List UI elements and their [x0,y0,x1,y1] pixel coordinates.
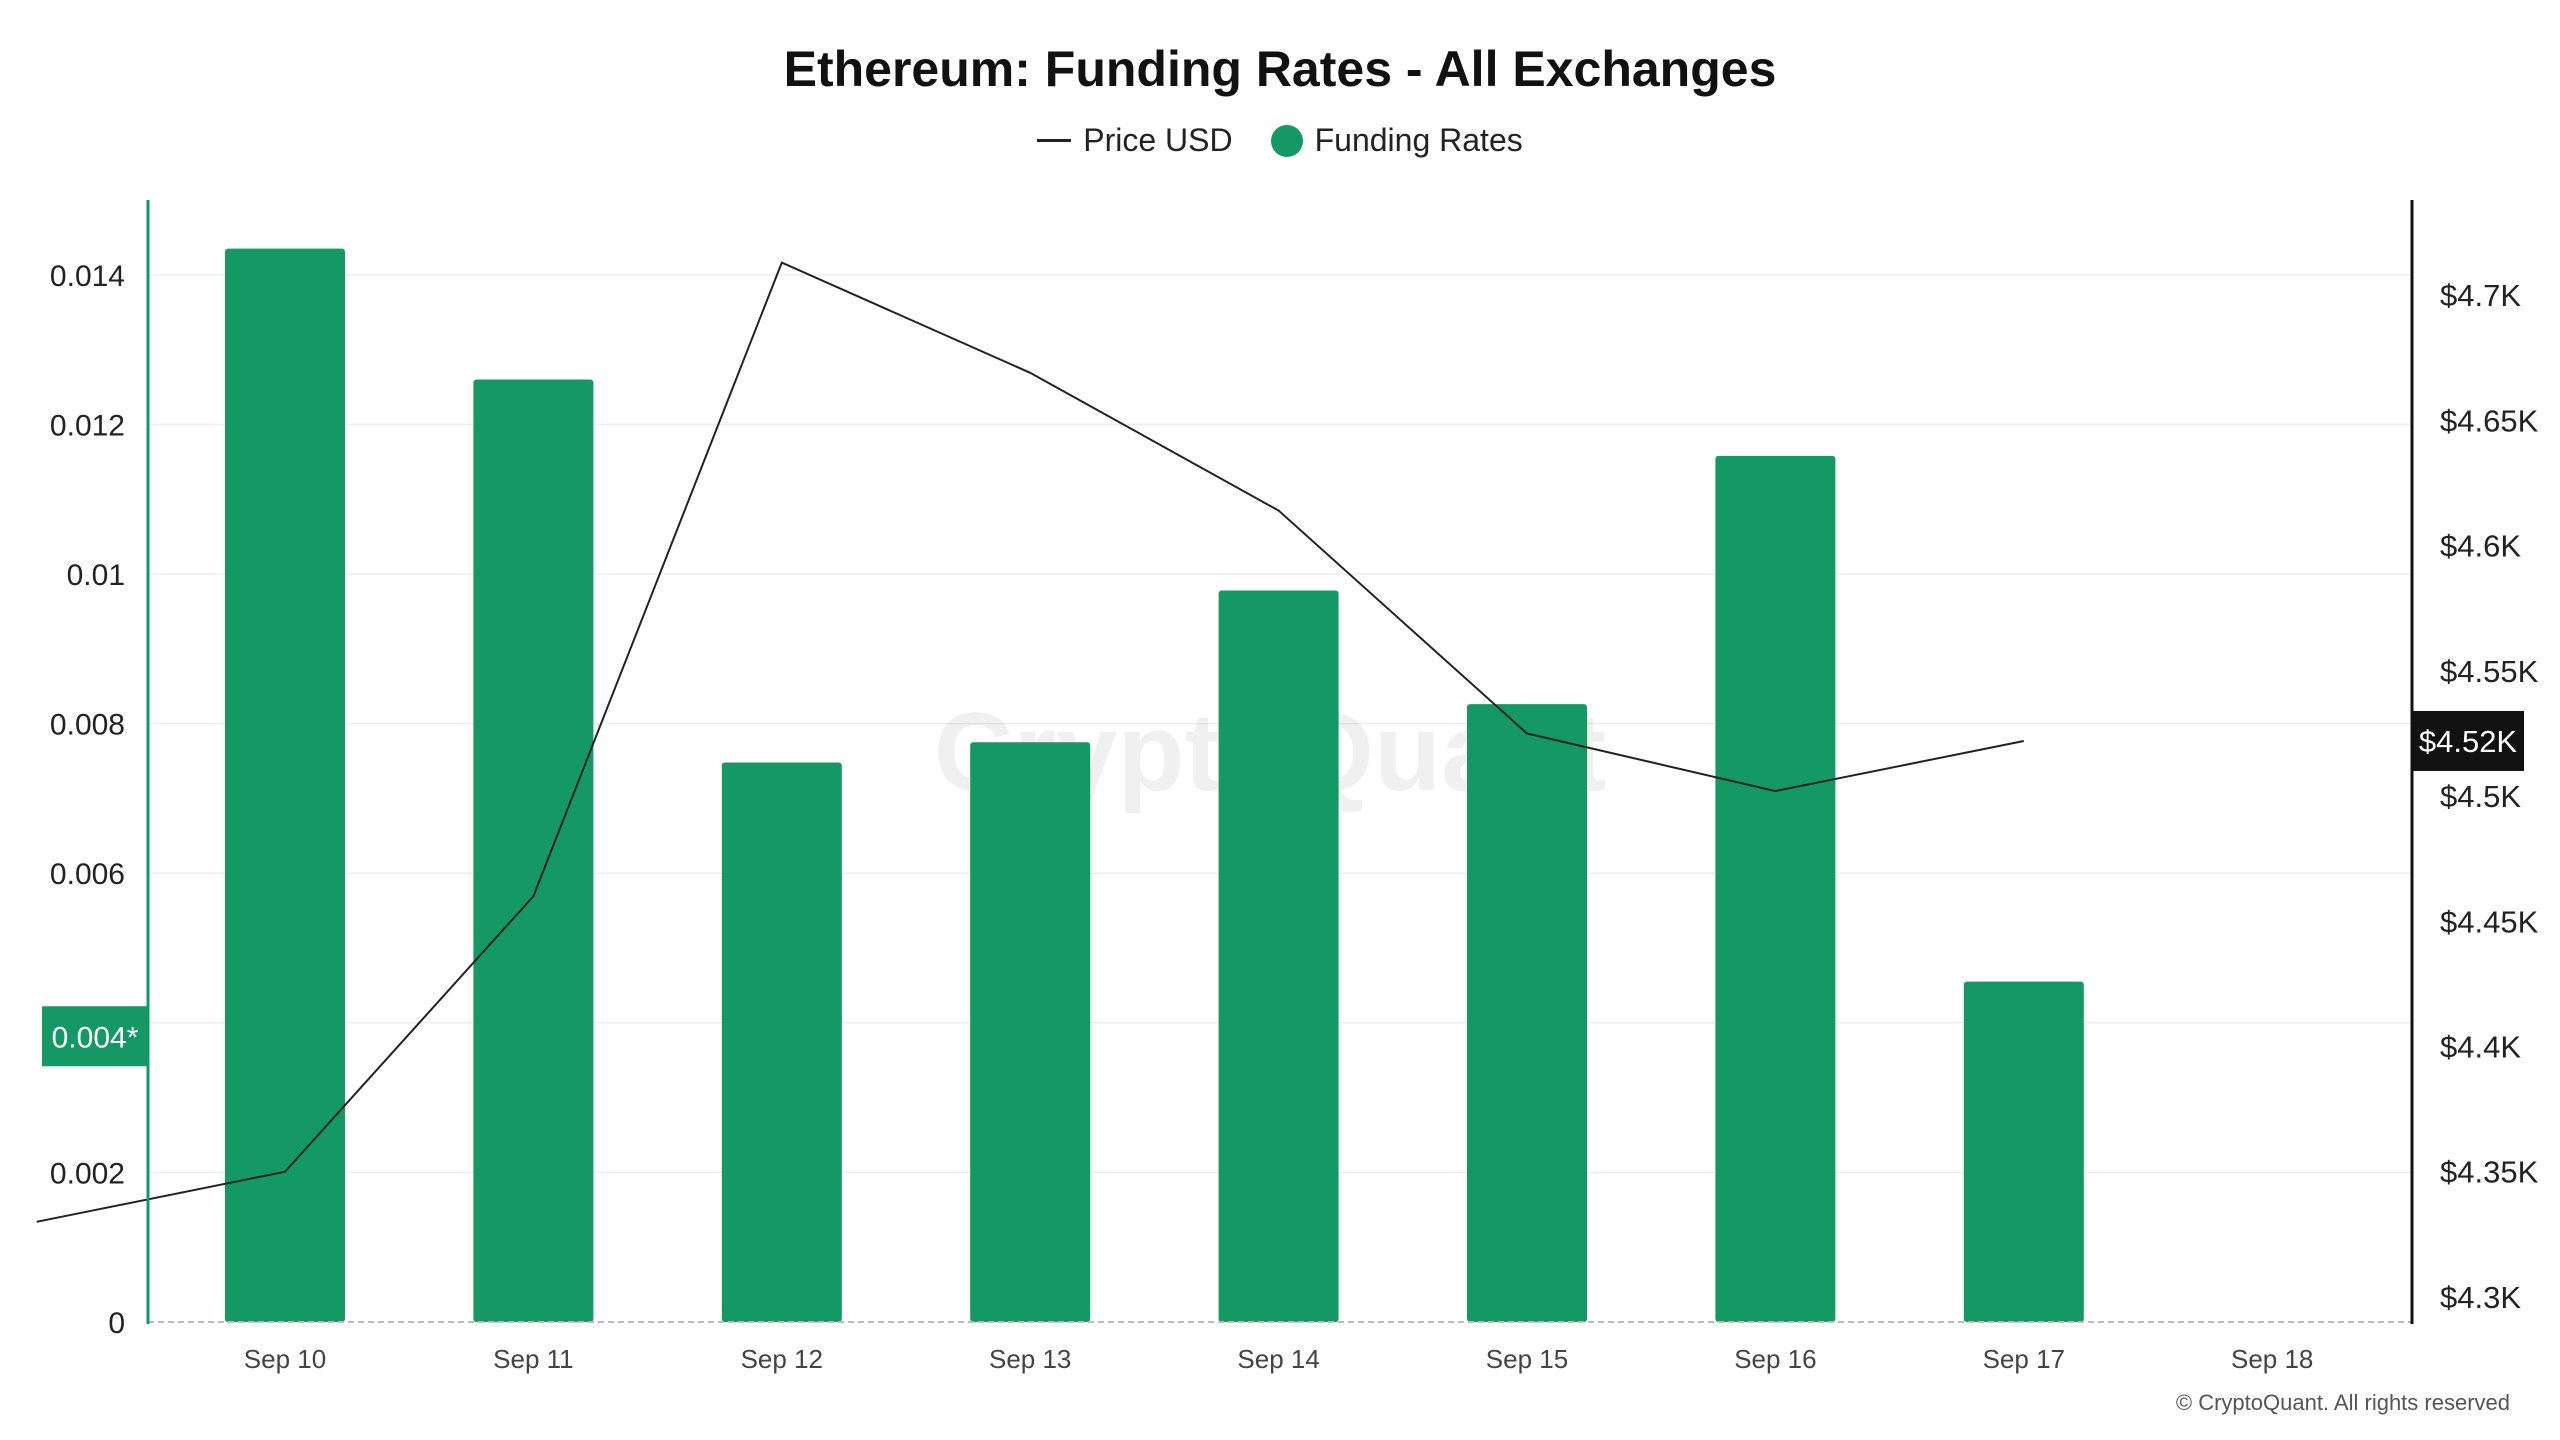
y-left-tick-label: 0.012 [50,409,125,442]
copyright-notice: © CryptoQuant. All rights reserved [2175,1390,2510,1415]
funding-rate-bar[interactable] [473,379,594,1322]
y-right-tick-label: $4.35K [2440,1155,2539,1190]
x-tick-label: Sep 16 [1734,1344,1816,1374]
x-tick-label: Sep 12 [741,1344,823,1374]
left-value-marker-label: 0.004* [52,1021,139,1054]
x-tick-label: Sep 15 [1486,1344,1568,1374]
line-swatch-icon [1037,139,1072,142]
legend-item-funding[interactable]: Funding Rates [1270,122,1523,159]
y-left-tick-label: 0 [108,1307,125,1340]
funding-rate-bar[interactable] [1218,590,1339,1322]
y-left-tick-label: 0.01 [67,559,125,592]
legend-price-label: Price USD [1083,122,1233,158]
funding-rate-bar[interactable] [1467,704,1587,1322]
x-tick-label: Sep 10 [244,1344,326,1374]
right-value-marker-label: $4.52K [2419,724,2518,759]
funding-rate-bar[interactable] [721,762,842,1322]
y-left-tick-label: 0.008 [50,709,125,742]
x-tick-label: Sep 11 [493,1344,573,1374]
y-left-tick-label: 0.002 [50,1157,125,1190]
funding-rate-bar[interactable] [1963,981,2084,1322]
x-tick-label: Sep 14 [1237,1344,1319,1374]
price-line[interactable] [36,261,2024,1223]
y-right-tick-label: $4.45K [2440,904,2539,939]
y-right-tick-label: $4.55K [2440,654,2539,689]
funding-rate-bar[interactable] [225,248,345,1322]
x-tick-label: Sep 17 [1983,1344,2065,1374]
legend-item-price[interactable]: Price USD [1037,122,1233,159]
y-right-tick-label: $4.3K [2440,1280,2521,1315]
x-tick-label: Sep 18 [2231,1344,2313,1374]
x-tick-label: Sep 13 [989,1344,1071,1374]
y-right-tick-label: $4.5K [2440,779,2521,814]
y-right-tick-label: $4.6K [2440,529,2521,564]
y-left-tick-label: 0.006 [50,858,125,891]
left-value-marker [42,1006,148,1067]
right-value-marker [2412,710,2524,771]
legend-funding-label: Funding Rates [1314,122,1523,158]
chart-title: Ethereum: Funding Rates - All Exchanges [783,41,1777,97]
dot-swatch-icon [1270,124,1303,157]
y-right-tick-label: $4.4K [2440,1030,2521,1065]
chart-legend: Price USD Funding Rates [0,122,2560,159]
y-right-tick-label: $4.65K [2440,403,2539,438]
y-right-tick-label: $4.7K [2440,278,2521,313]
y-left-tick-label: 0.014 [50,260,125,293]
funding-rate-bar[interactable] [1715,455,1836,1322]
funding-rate-bar[interactable] [970,742,1091,1322]
